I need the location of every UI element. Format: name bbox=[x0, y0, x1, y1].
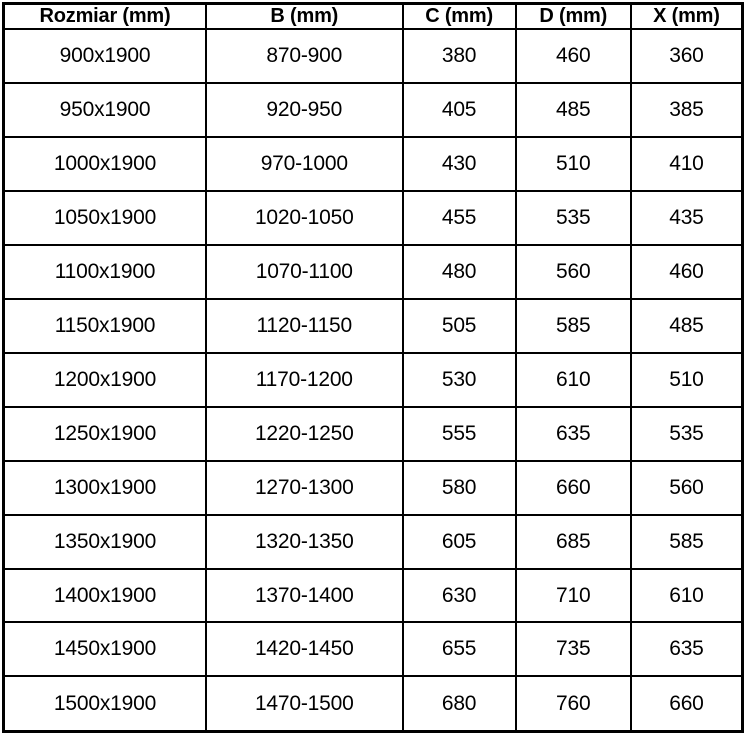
cell-d: 585 bbox=[514, 297, 632, 354]
table-row: 1500x1900 1470-1500 680 760 660 bbox=[2, 675, 744, 733]
table-row: 1300x1900 1270-1300 580 660 560 bbox=[2, 459, 744, 516]
table-row: 1250x1900 1220-1250 555 635 535 bbox=[2, 405, 744, 462]
cell-d: 685 bbox=[514, 513, 632, 570]
cell-b: 920-950 bbox=[204, 81, 404, 138]
table-row: 1400x1900 1370-1400 630 710 610 bbox=[2, 567, 744, 624]
cell-b: 1320-1350 bbox=[204, 513, 404, 570]
cell-d: 760 bbox=[514, 675, 632, 733]
cell-d: 660 bbox=[514, 459, 632, 516]
cell-c: 480 bbox=[401, 243, 517, 300]
cell-x: 360 bbox=[629, 28, 744, 84]
cell-rozmiar: 1000x1900 bbox=[2, 135, 207, 192]
cell-d: 560 bbox=[514, 243, 632, 300]
cell-b: 1470-1500 bbox=[204, 675, 404, 733]
cell-x: 610 bbox=[629, 567, 744, 624]
cell-x: 535 bbox=[629, 405, 744, 462]
table-row: 950x1900 920-950 405 485 385 bbox=[2, 81, 744, 138]
table-row: 1200x1900 1170-1200 530 610 510 bbox=[2, 351, 744, 408]
cell-d: 510 bbox=[514, 135, 632, 192]
cell-c: 430 bbox=[401, 135, 517, 192]
cell-x: 435 bbox=[629, 189, 744, 246]
cell-c: 530 bbox=[401, 351, 517, 408]
cell-d: 635 bbox=[514, 405, 632, 462]
table-header: Rozmiar (mm) B (mm) C (mm) D (mm) X (mm) bbox=[2, 2, 744, 30]
cell-c: 605 bbox=[401, 513, 517, 570]
cell-c: 555 bbox=[401, 405, 517, 462]
cell-rozmiar: 1100x1900 bbox=[2, 243, 207, 300]
cell-d: 460 bbox=[514, 28, 632, 84]
cell-rozmiar: 1050x1900 bbox=[2, 189, 207, 246]
column-header-b: B (mm) bbox=[204, 2, 404, 30]
cell-rozmiar: 1150x1900 bbox=[2, 297, 207, 354]
cell-x: 485 bbox=[629, 297, 744, 354]
cell-b: 1170-1200 bbox=[204, 351, 404, 408]
cell-d: 485 bbox=[514, 81, 632, 138]
column-header-c: C (mm) bbox=[401, 2, 517, 30]
table-row: 1450x1900 1420-1450 655 735 635 bbox=[2, 621, 744, 678]
cell-rozmiar: 1200x1900 bbox=[2, 351, 207, 408]
cell-x: 460 bbox=[629, 243, 744, 300]
cell-x: 510 bbox=[629, 351, 744, 408]
cell-b: 1220-1250 bbox=[204, 405, 404, 462]
cell-rozmiar: 1400x1900 bbox=[2, 567, 207, 624]
cell-b: 1370-1400 bbox=[204, 567, 404, 624]
cell-x: 385 bbox=[629, 81, 744, 138]
cell-b: 1020-1050 bbox=[204, 189, 404, 246]
cell-x: 660 bbox=[629, 675, 744, 733]
cell-d: 735 bbox=[514, 621, 632, 678]
cell-rozmiar: 1450x1900 bbox=[2, 621, 207, 678]
cell-x: 410 bbox=[629, 135, 744, 192]
cell-x: 635 bbox=[629, 621, 744, 678]
cell-b: 1420-1450 bbox=[204, 621, 404, 678]
cell-b: 1270-1300 bbox=[204, 459, 404, 516]
cell-c: 580 bbox=[401, 459, 517, 516]
column-header-d: D (mm) bbox=[514, 2, 632, 30]
table-row: 1150x1900 1120-1150 505 585 485 bbox=[2, 297, 744, 354]
cell-rozmiar: 1350x1900 bbox=[2, 513, 207, 570]
table-body: 900x1900 870-900 380 460 360 950x1900 92… bbox=[2, 28, 744, 733]
cell-rozmiar: 900x1900 bbox=[2, 28, 207, 84]
cell-c: 380 bbox=[401, 28, 517, 84]
table-row: 1000x1900 970-1000 430 510 410 bbox=[2, 135, 744, 192]
cell-b: 1070-1100 bbox=[204, 243, 404, 300]
cell-b: 970-1000 bbox=[204, 135, 404, 192]
cell-c: 405 bbox=[401, 81, 517, 138]
table-row: 1050x1900 1020-1050 455 535 435 bbox=[2, 189, 744, 246]
cell-c: 680 bbox=[401, 675, 517, 733]
cell-x: 560 bbox=[629, 459, 744, 516]
table-row: 1100x1900 1070-1100 480 560 460 bbox=[2, 243, 744, 300]
cell-rozmiar: 1500x1900 bbox=[2, 675, 207, 733]
cell-c: 455 bbox=[401, 189, 517, 246]
cell-rozmiar: 950x1900 bbox=[2, 81, 207, 138]
cell-c: 630 bbox=[401, 567, 517, 624]
cell-d: 610 bbox=[514, 351, 632, 408]
cell-c: 505 bbox=[401, 297, 517, 354]
cell-c: 655 bbox=[401, 621, 517, 678]
header-row: Rozmiar (mm) B (mm) C (mm) D (mm) X (mm) bbox=[2, 2, 744, 30]
cell-rozmiar: 1250x1900 bbox=[2, 405, 207, 462]
cell-d: 535 bbox=[514, 189, 632, 246]
table-row: 1350x1900 1320-1350 605 685 585 bbox=[2, 513, 744, 570]
column-header-x: X (mm) bbox=[629, 2, 744, 30]
cell-b: 1120-1150 bbox=[204, 297, 404, 354]
table-row: 900x1900 870-900 380 460 360 bbox=[2, 28, 744, 84]
cell-b: 870-900 bbox=[204, 28, 404, 84]
cell-x: 585 bbox=[629, 513, 744, 570]
cell-d: 710 bbox=[514, 567, 632, 624]
column-header-rozmiar: Rozmiar (mm) bbox=[2, 2, 207, 30]
cell-rozmiar: 1300x1900 bbox=[2, 459, 207, 516]
